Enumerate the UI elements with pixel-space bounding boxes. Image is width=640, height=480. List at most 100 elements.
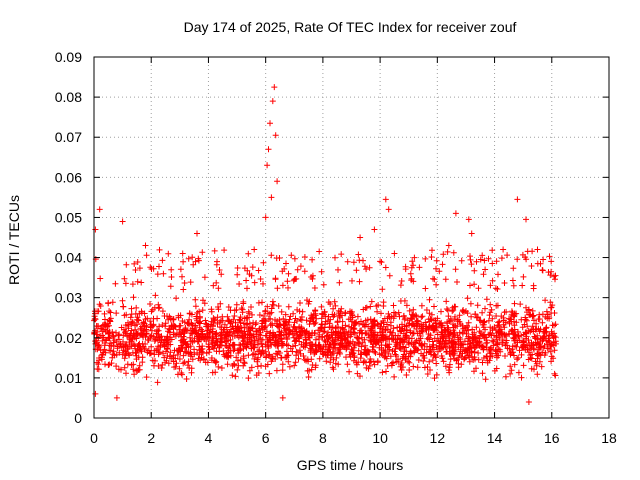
data-point	[96, 344, 103, 350]
data-point	[401, 348, 408, 355]
data-point	[406, 367, 413, 373]
data-point	[385, 344, 392, 351]
data-point	[312, 364, 319, 371]
data-point	[308, 366, 315, 373]
data-points	[91, 84, 559, 405]
data-point	[107, 309, 114, 316]
data-point	[192, 303, 199, 310]
data-point	[258, 362, 265, 369]
data-point	[269, 322, 276, 329]
data-point	[139, 359, 146, 366]
data-point	[92, 315, 99, 322]
data-point	[551, 347, 558, 354]
data-point	[368, 327, 375, 334]
data-point	[501, 280, 508, 286]
data-point	[306, 298, 313, 305]
data-point	[487, 282, 494, 289]
data-point	[531, 346, 537, 353]
data-point	[438, 308, 444, 315]
data-point	[122, 342, 129, 349]
data-point	[489, 315, 496, 322]
data-point	[504, 252, 511, 259]
data-point	[382, 196, 389, 203]
data-point	[227, 336, 234, 343]
data-point	[471, 267, 478, 274]
data-point	[152, 357, 158, 364]
data-point	[223, 331, 230, 338]
data-point	[355, 347, 362, 354]
data-point	[414, 330, 421, 337]
data-point	[320, 281, 327, 288]
data-point	[484, 353, 490, 360]
data-point	[514, 356, 520, 363]
data-point	[159, 361, 166, 368]
data-point	[479, 309, 486, 316]
data-point	[480, 324, 487, 331]
data-point	[446, 361, 453, 368]
data-point	[500, 246, 507, 253]
data-point	[433, 265, 439, 272]
data-point	[244, 320, 251, 327]
data-point	[138, 308, 145, 315]
data-point	[441, 326, 448, 333]
x-tick-label: 12	[430, 430, 446, 446]
data-point	[451, 348, 458, 355]
data-point	[185, 255, 192, 262]
data-point	[164, 352, 171, 359]
data-point	[187, 327, 194, 333]
data-point	[540, 256, 547, 263]
data-point	[474, 302, 481, 309]
data-point	[224, 329, 231, 336]
data-point	[410, 343, 417, 350]
data-point	[177, 330, 184, 337]
data-point	[234, 265, 241, 271]
data-point	[234, 271, 241, 278]
data-point	[102, 328, 109, 335]
data-point	[238, 305, 245, 312]
data-point	[185, 358, 192, 365]
data-point	[154, 271, 161, 278]
data-point	[224, 361, 231, 368]
data-point	[411, 322, 418, 329]
data-point	[339, 325, 346, 332]
data-point	[302, 344, 309, 351]
data-point	[108, 360, 115, 367]
data-point	[356, 278, 363, 285]
data-point	[324, 338, 331, 345]
data-point	[180, 258, 187, 265]
data-point	[279, 340, 286, 347]
data-point	[227, 328, 234, 335]
data-point	[123, 370, 129, 377]
data-point	[534, 355, 541, 362]
data-point	[296, 347, 303, 354]
data-point	[473, 365, 479, 372]
data-point	[158, 365, 165, 371]
data-point	[251, 350, 257, 357]
data-point	[509, 343, 516, 350]
data-point	[472, 311, 479, 318]
data-point	[142, 242, 149, 249]
data-point	[430, 342, 437, 349]
data-point	[95, 361, 102, 368]
data-point	[514, 329, 521, 335]
data-point	[387, 319, 394, 326]
data-point	[372, 329, 378, 336]
data-point	[493, 365, 500, 372]
data-point	[374, 320, 381, 327]
data-point	[306, 330, 313, 337]
data-point	[233, 354, 240, 361]
data-point	[148, 343, 155, 350]
data-point	[472, 356, 478, 363]
data-point	[362, 317, 369, 324]
data-point	[113, 310, 120, 317]
data-point	[426, 358, 433, 365]
data-point	[489, 260, 496, 267]
data-point	[292, 359, 299, 366]
data-point	[442, 276, 449, 283]
data-point	[170, 352, 177, 359]
data-point	[443, 298, 450, 305]
data-point	[181, 336, 188, 343]
data-point	[458, 341, 465, 348]
data-point	[147, 318, 154, 325]
data-point	[383, 368, 389, 375]
